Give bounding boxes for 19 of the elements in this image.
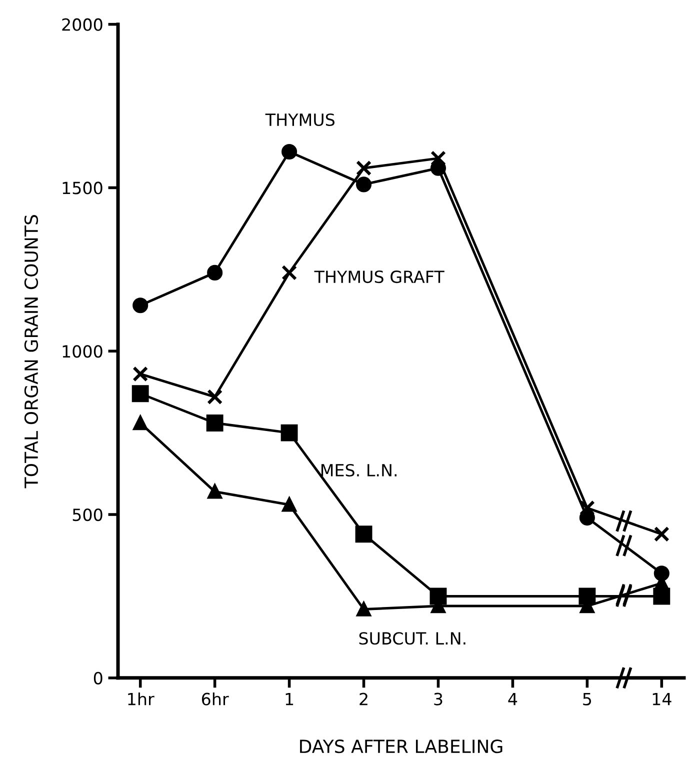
y-tick-label: 1500: [62, 182, 102, 194]
x-tick-label: 6hr: [202, 692, 229, 706]
y-axis-title: TOTAL ORGAN GRAIN COUNTS: [24, 215, 38, 488]
x-tick-label: 1hr: [128, 692, 154, 706]
y-tick-label: 500: [72, 508, 102, 522]
y-tick-label: 0: [94, 672, 102, 684]
x-tick-label: 5: [583, 693, 592, 706]
series-label: SUBCUT. L.N.: [359, 632, 466, 645]
x-tick-label: 14: [652, 693, 672, 706]
x-axis-title: DAYS AFTER LABELING: [300, 740, 502, 754]
x-tick-label: 4: [508, 693, 518, 706]
x-tick-label: 3: [434, 692, 442, 706]
x-tick-label: 2: [360, 692, 368, 706]
y-tick-label: 1000: [62, 345, 102, 358]
x-tick-label: 1: [286, 693, 294, 706]
y-tick-label: 2000: [62, 18, 102, 31]
series-label: THYMUS GRAFT: [314, 270, 444, 284]
series-label: THYMUS: [265, 113, 334, 126]
series-label: MES. L.N.: [321, 464, 396, 477]
